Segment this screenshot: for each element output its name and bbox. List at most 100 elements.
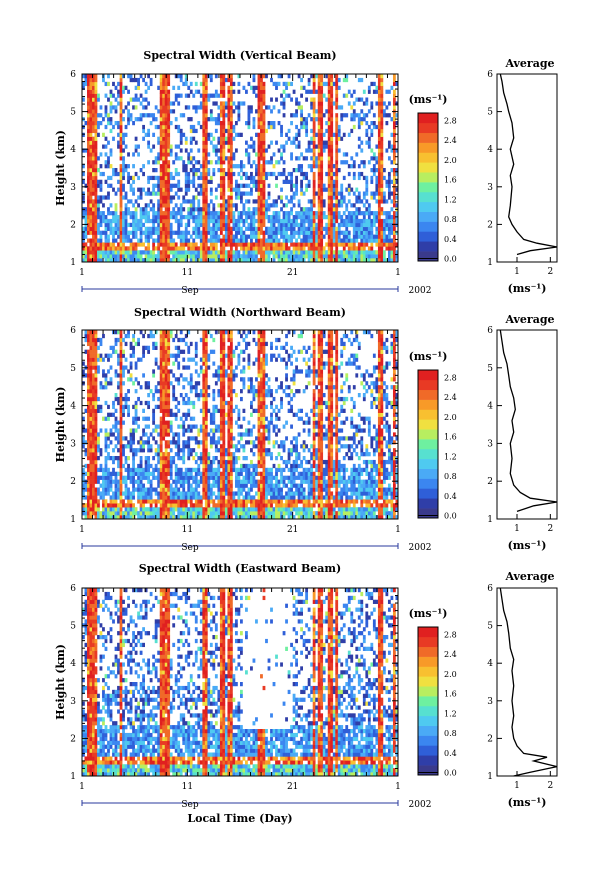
heatmap-cell	[342, 152, 346, 157]
heatmap-cell	[280, 101, 283, 106]
heatmap-cell	[257, 234, 261, 239]
heatmap-cell	[312, 238, 316, 243]
heatmap-cell	[119, 250, 123, 255]
heatmap-cell	[257, 136, 261, 141]
heatmap-cell	[310, 105, 314, 110]
heatmap-cell	[272, 230, 276, 235]
heatmap-cell	[270, 77, 273, 83]
heatmap-cell	[109, 440, 113, 445]
heatmap-cell	[370, 128, 374, 134]
heatmap-cell	[94, 393, 98, 398]
heatmap-cell	[260, 105, 263, 110]
heatmap-cell	[132, 511, 135, 516]
heatmap-cell	[380, 242, 384, 247]
heatmap-cell	[154, 175, 158, 181]
heatmap-cell	[89, 117, 93, 122]
heatmap-cell	[305, 117, 309, 122]
heatmap-cell	[247, 211, 251, 216]
heatmap-cell	[144, 215, 148, 220]
heatmap-cell	[189, 357, 193, 362]
heatmap-cell	[134, 389, 138, 394]
heatmap-cell	[197, 160, 201, 165]
heatmap-cell	[129, 471, 133, 476]
heatmap-cell	[282, 168, 286, 173]
heatmap-cell	[127, 234, 130, 239]
heatmap-cell	[132, 254, 135, 259]
heatmap-cell	[109, 250, 113, 255]
heatmap-cell	[204, 144, 208, 149]
heatmap-cell	[87, 357, 90, 362]
heatmap-cell	[240, 211, 243, 216]
heatmap-cell	[82, 467, 85, 473]
heatmap-cell	[127, 164, 130, 169]
heatmap-cell	[142, 471, 145, 476]
heatmap-cell	[147, 132, 151, 137]
heatmap-cell	[154, 475, 158, 480]
heatmap-cell	[162, 416, 166, 421]
heatmap-cell	[127, 74, 130, 79]
heatmap-cell	[119, 203, 123, 208]
heatmap-cell	[174, 507, 178, 512]
heatmap-cell	[275, 230, 278, 235]
heatmap-cell	[94, 175, 98, 181]
heatmap-cell	[119, 222, 123, 228]
heatmap-cell	[317, 238, 321, 243]
heatmap-cell	[237, 171, 241, 177]
heatmap-cell	[159, 471, 163, 476]
heatmap-cell	[97, 124, 100, 130]
heatmap-cell	[362, 211, 366, 216]
heatmap-cell	[285, 175, 288, 181]
heatmap-cell	[147, 463, 151, 469]
heatmap-cell	[287, 179, 291, 184]
heatmap-cell	[227, 195, 231, 200]
heatmap-cell	[89, 160, 93, 165]
heatmap-cell	[350, 187, 354, 192]
heatmap-cell	[312, 105, 316, 110]
heatmap-cell	[390, 254, 394, 259]
heatmap-cell	[139, 168, 143, 173]
heatmap-cell	[194, 218, 198, 224]
heatmap-cell	[385, 179, 389, 184]
heatmap-cell	[282, 246, 286, 251]
heatmap-cell	[320, 164, 324, 169]
heatmap-cell	[142, 333, 145, 339]
heatmap-cell	[360, 250, 364, 255]
heatmap-cell	[92, 479, 95, 484]
heatmap-cell	[184, 400, 188, 406]
heatmap-cell	[262, 254, 266, 259]
heatmap-cell	[310, 117, 314, 122]
heatmap-cell	[272, 121, 276, 126]
heatmap-cell	[92, 373, 95, 378]
heatmap-cell	[282, 250, 286, 255]
heatmap-cell	[229, 234, 233, 239]
heatmap-cell	[234, 187, 238, 192]
heatmap-cell	[94, 499, 98, 504]
heatmap-cell	[87, 250, 90, 255]
heatmap-cell	[224, 171, 228, 177]
heatmap-cell	[89, 140, 93, 145]
heatmap-cell	[312, 218, 316, 224]
heatmap-cell	[267, 207, 271, 212]
heatmap-cell	[149, 511, 153, 516]
heatmap-cell	[107, 483, 110, 488]
heatmap-cell	[129, 503, 133, 508]
heatmap-cell	[295, 250, 298, 255]
heatmap-cell	[297, 254, 301, 259]
heatmap-cell	[147, 258, 151, 263]
heatmap-cell	[112, 81, 115, 87]
heatmap-cell	[92, 511, 95, 516]
heatmap-cell	[372, 222, 376, 228]
heatmap-cell	[370, 254, 374, 259]
heatmap-cell	[129, 117, 133, 122]
heatmap-cell	[89, 175, 93, 181]
heatmap-cell	[300, 191, 303, 196]
heatmap-cell	[327, 164, 331, 169]
heatmap-cell	[277, 238, 281, 243]
heatmap-cell	[159, 199, 163, 204]
heatmap-cell	[167, 408, 171, 413]
heatmap-cell	[119, 507, 123, 512]
heatmap-cell	[327, 89, 331, 94]
heatmap-cell	[119, 385, 123, 390]
heatmap-cell	[194, 353, 198, 358]
heatmap-cell	[167, 420, 171, 425]
